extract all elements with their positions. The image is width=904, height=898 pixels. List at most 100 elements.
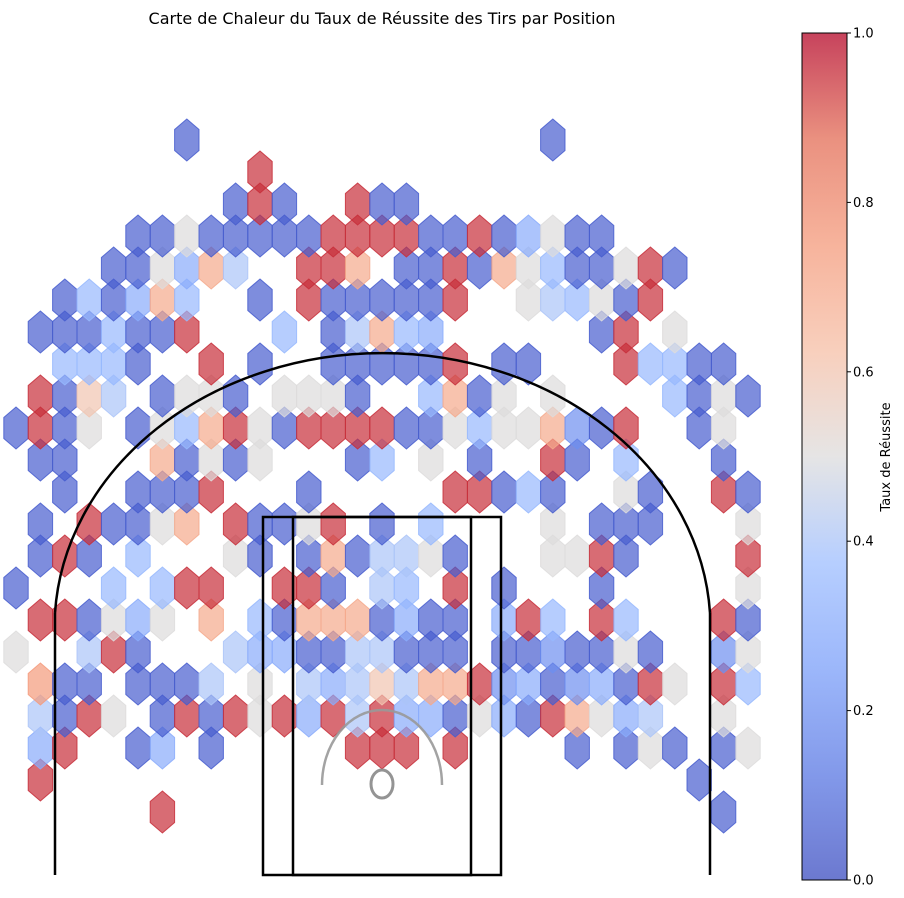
hex-bin xyxy=(27,662,54,706)
hex-bin xyxy=(344,246,371,290)
hex-bin xyxy=(344,182,371,226)
hex-bin xyxy=(515,406,542,450)
hex-bin xyxy=(735,470,761,514)
hex-bin xyxy=(491,566,517,610)
hex-bin xyxy=(100,502,127,546)
colorbar-tick-label: 0.4 xyxy=(853,535,874,550)
hex-bin xyxy=(247,534,273,578)
hex-bin xyxy=(52,726,78,770)
hex-bin xyxy=(613,246,639,290)
hex-bin xyxy=(52,662,78,706)
hex-bin xyxy=(418,598,444,642)
hex-bin xyxy=(125,470,151,514)
hex-bin xyxy=(198,470,224,514)
hex-bin xyxy=(515,598,542,642)
colorbar-tick-label: 0.8 xyxy=(853,196,874,211)
hex-bin xyxy=(222,502,249,546)
hex-bin xyxy=(710,438,737,482)
hex-bin xyxy=(369,182,395,226)
hex-bin xyxy=(27,310,54,354)
hex-bin xyxy=(540,502,566,546)
hex-bin xyxy=(369,502,395,546)
hex-bin xyxy=(125,342,151,386)
hex-bin xyxy=(491,374,517,418)
hex-bin xyxy=(588,214,615,258)
hex-bin xyxy=(320,566,346,610)
hex-bin xyxy=(27,374,54,418)
hex-bin xyxy=(637,502,664,546)
hoop xyxy=(369,768,395,800)
hex-bin xyxy=(198,214,224,258)
hex-bin xyxy=(735,662,761,706)
hex-bin xyxy=(418,214,444,258)
hex-bin xyxy=(442,470,468,514)
hex-bin xyxy=(491,342,517,386)
hex-bin xyxy=(320,502,346,546)
colorbar-tick-label: 0.6 xyxy=(853,365,874,380)
hex-bin xyxy=(174,278,200,322)
hex-bin xyxy=(393,182,420,226)
hex-bin xyxy=(296,470,322,514)
colorbar-tick-label: 0.0 xyxy=(853,874,874,889)
inner-key xyxy=(291,515,473,877)
hex-bin xyxy=(198,342,224,386)
hex-bin xyxy=(637,694,664,738)
hex-bin xyxy=(540,598,566,642)
hex-bin xyxy=(442,566,468,610)
hex-bin xyxy=(662,662,688,706)
hex-bin xyxy=(710,342,737,386)
hex-bin xyxy=(735,374,761,418)
hex-bin xyxy=(174,566,200,610)
hex-bin xyxy=(710,694,737,738)
hex-bin xyxy=(442,278,468,322)
hex-bin xyxy=(149,790,176,834)
hex-bin xyxy=(540,118,566,162)
hex-bin xyxy=(735,630,761,674)
hex-bin xyxy=(637,246,664,290)
hex-bin xyxy=(735,502,761,546)
hex-bin xyxy=(247,438,273,482)
hex-bin xyxy=(174,374,200,418)
hex-bin xyxy=(222,630,249,674)
hex-bin xyxy=(198,662,224,706)
hex-bin xyxy=(540,214,566,258)
hex-bin xyxy=(442,214,468,258)
hex-bin xyxy=(27,758,54,802)
restricted-area-arc xyxy=(320,708,444,786)
hex-bin xyxy=(198,726,224,770)
hex-bin xyxy=(710,406,737,450)
hex-bin xyxy=(418,438,444,482)
hex-bin xyxy=(442,598,468,642)
hex-bin xyxy=(735,598,761,642)
colorbar-tick-label: 0.2 xyxy=(853,704,874,719)
court-lines xyxy=(53,351,712,877)
hex-bin xyxy=(735,566,761,610)
colorbar-tick-label: 1.0 xyxy=(853,27,874,42)
hex-bin xyxy=(564,438,590,482)
hex-bin xyxy=(662,310,688,354)
colorbar-label: Taux de Réussite xyxy=(879,402,894,512)
hex-bin xyxy=(222,694,249,738)
colorbar: 0.0 0.2 0.4 0.6 0.8 1.0 Taux de Réussite xyxy=(801,27,894,889)
hex-bin xyxy=(76,598,102,642)
hex-bin xyxy=(3,630,29,674)
hex-bin xyxy=(637,470,664,514)
hex-bin xyxy=(174,214,200,258)
hex-bin xyxy=(198,598,224,642)
hex-bin xyxy=(369,438,395,482)
hex-bin xyxy=(125,534,151,578)
hex-bin xyxy=(149,214,176,258)
hex-bin xyxy=(491,214,517,258)
hex-bin xyxy=(174,310,200,354)
hex-bin xyxy=(52,278,78,322)
hex-bin xyxy=(515,214,542,258)
hex-bin xyxy=(637,342,664,386)
hex-bin xyxy=(466,438,493,482)
hex-bin xyxy=(76,662,102,706)
hex-bin xyxy=(564,214,590,258)
hex-bin xyxy=(393,566,420,610)
colorbar-frame xyxy=(801,32,848,881)
hex-bin xyxy=(540,470,566,514)
hex-bin xyxy=(564,630,590,674)
